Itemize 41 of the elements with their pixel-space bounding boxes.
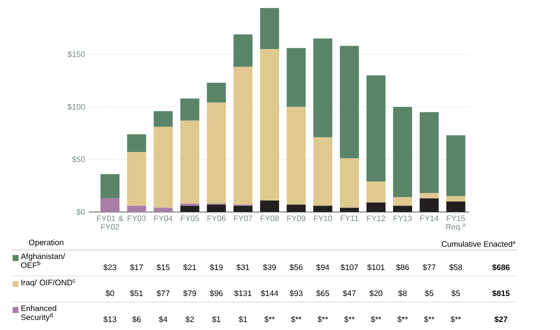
bar: [260, 200, 280, 212]
bar: [340, 158, 359, 208]
bar: [127, 152, 146, 206]
bar: [366, 182, 386, 203]
bar: [313, 137, 332, 206]
bar: [100, 198, 120, 212]
bar: [286, 106, 306, 205]
bar: [180, 206, 200, 212]
bar: [154, 208, 173, 212]
bar: [100, 174, 120, 198]
bar: [340, 208, 359, 212]
bar: [180, 98, 200, 121]
bar: [366, 202, 386, 212]
bar: [313, 206, 332, 212]
bar: [446, 196, 466, 202]
bar: [340, 46, 359, 158]
bar: [393, 206, 412, 212]
bar: [234, 66, 252, 205]
bar: [206, 102, 226, 204]
bar: [154, 126, 173, 208]
bar: [260, 8, 280, 50]
bar: [420, 198, 439, 212]
bar: [127, 206, 146, 212]
bar: [446, 201, 466, 212]
bar: [260, 49, 280, 200]
bar: [366, 75, 386, 182]
bar: [127, 134, 146, 152]
bar: [286, 48, 306, 107]
bar: [286, 204, 306, 212]
bar: [313, 38, 332, 138]
bar: [180, 120, 200, 204]
bar: [393, 106, 412, 198]
bar: [420, 193, 439, 198]
bar: [206, 204, 226, 212]
bar: [234, 34, 252, 67]
bar: [446, 135, 466, 196]
bar: [234, 206, 252, 212]
bar: [393, 197, 412, 206]
bar: [154, 111, 173, 127]
bar: [420, 112, 439, 194]
bar: [206, 82, 226, 103]
